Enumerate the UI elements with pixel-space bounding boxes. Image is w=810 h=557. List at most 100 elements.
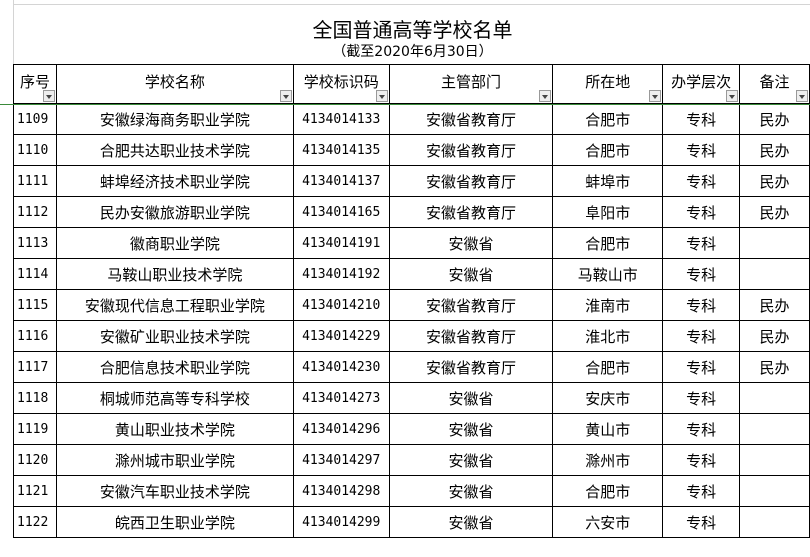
table-cell[interactable]: 4134014299: [292, 506, 390, 538]
table-cell[interactable]: 安徽省教育厅: [388, 134, 554, 166]
table-cell[interactable]: 安庆市: [552, 382, 664, 414]
table-cell[interactable]: [739, 506, 810, 538]
table-cell[interactable]: 安徽省教育厅: [388, 196, 554, 228]
table-cell[interactable]: 4134014192: [292, 258, 390, 290]
table-cell[interactable]: 专科: [662, 289, 741, 321]
table-cell[interactable]: 合肥共达职业技术学院: [55, 134, 294, 166]
table-cell[interactable]: 民办: [739, 165, 810, 197]
filter-dropdown-icon[interactable]: [279, 90, 292, 102]
filter-dropdown-icon[interactable]: [42, 90, 55, 102]
table-cell[interactable]: 六安市: [552, 506, 664, 538]
table-cell[interactable]: 黄山职业技术学院: [55, 413, 294, 445]
table-cell[interactable]: [739, 444, 810, 476]
table-cell[interactable]: 安徽省教育厅: [388, 103, 554, 135]
table-cell[interactable]: 1116: [13, 320, 57, 352]
table-cell[interactable]: 阜阳市: [552, 196, 664, 228]
column-header[interactable]: 序号: [13, 64, 57, 104]
table-cell[interactable]: 4134014133: [292, 103, 390, 135]
table-cell[interactable]: 4134014229: [292, 320, 390, 352]
table-cell[interactable]: 专科: [662, 165, 741, 197]
table-cell[interactable]: 安徽省: [388, 382, 554, 414]
table-cell[interactable]: 合肥市: [552, 351, 664, 383]
table-cell[interactable]: 4134014230: [292, 351, 390, 383]
table-cell[interactable]: 民办: [739, 289, 810, 321]
table-cell[interactable]: 4134014191: [292, 227, 390, 259]
filter-dropdown-icon[interactable]: [726, 90, 739, 102]
table-cell[interactable]: 专科: [662, 227, 741, 259]
table-cell[interactable]: 民办: [739, 351, 810, 383]
filter-dropdown-icon[interactable]: [649, 90, 662, 102]
table-cell[interactable]: 马鞍山职业技术学院: [55, 258, 294, 290]
table-cell[interactable]: 专科: [662, 103, 741, 135]
table-cell[interactable]: 专科: [662, 382, 741, 414]
table-cell[interactable]: 滁州城市职业学院: [55, 444, 294, 476]
table-cell[interactable]: 1111: [13, 165, 57, 197]
table-cell[interactable]: 民办: [739, 103, 810, 135]
table-cell[interactable]: 安徽省: [388, 475, 554, 507]
table-cell[interactable]: 民办: [739, 196, 810, 228]
table-cell[interactable]: 4134014296: [292, 413, 390, 445]
table-cell[interactable]: 蚌埠经济技术职业学院: [55, 165, 294, 197]
table-cell[interactable]: [739, 258, 810, 290]
column-header[interactable]: 办学层次: [662, 64, 741, 104]
filter-dropdown-icon[interactable]: [539, 90, 552, 102]
table-cell[interactable]: 1117: [13, 351, 57, 383]
table-cell[interactable]: 安徽省教育厅: [388, 289, 554, 321]
table-cell[interactable]: 淮北市: [552, 320, 664, 352]
table-cell[interactable]: 安徽省教育厅: [388, 351, 554, 383]
table-cell[interactable]: 安徽现代信息工程职业学院: [55, 289, 294, 321]
table-cell[interactable]: 1112: [13, 196, 57, 228]
column-header[interactable]: 主管部门: [388, 64, 554, 104]
table-cell[interactable]: 民办: [739, 134, 810, 166]
table-cell[interactable]: 安徽省教育厅: [388, 320, 554, 352]
table-cell[interactable]: 安徽省教育厅: [388, 165, 554, 197]
table-cell[interactable]: 滁州市: [552, 444, 664, 476]
filter-dropdown-icon[interactable]: [796, 90, 808, 102]
table-cell[interactable]: [739, 413, 810, 445]
table-cell[interactable]: 专科: [662, 258, 741, 290]
table-cell[interactable]: 1109: [13, 103, 57, 135]
table-cell[interactable]: 专科: [662, 320, 741, 352]
table-cell[interactable]: 安徽矿业职业技术学院: [55, 320, 294, 352]
table-cell[interactable]: 专科: [662, 134, 741, 166]
table-cell[interactable]: 淮南市: [552, 289, 664, 321]
table-cell[interactable]: 徽商职业学院: [55, 227, 294, 259]
table-cell[interactable]: [739, 475, 810, 507]
table-cell[interactable]: 4134014297: [292, 444, 390, 476]
table-cell[interactable]: 专科: [662, 351, 741, 383]
table-cell[interactable]: 1122: [13, 506, 57, 538]
table-cell[interactable]: 民办安徽旅游职业学院: [55, 196, 294, 228]
table-cell[interactable]: 4134014137: [292, 165, 390, 197]
column-header[interactable]: 所在地: [552, 64, 664, 104]
table-cell[interactable]: 皖西卫生职业学院: [55, 506, 294, 538]
filter-dropdown-icon[interactable]: [375, 90, 388, 102]
table-cell[interactable]: 4134014273: [292, 382, 390, 414]
table-cell[interactable]: 安徽省: [388, 444, 554, 476]
table-cell[interactable]: 1114: [13, 258, 57, 290]
table-cell[interactable]: 4134014135: [292, 134, 390, 166]
table-cell[interactable]: 马鞍山市: [552, 258, 664, 290]
table-cell[interactable]: 1120: [13, 444, 57, 476]
column-header[interactable]: 学校标识码: [292, 64, 390, 104]
table-cell[interactable]: 桐城师范高等专科学校: [55, 382, 294, 414]
table-cell[interactable]: 黄山市: [552, 413, 664, 445]
table-cell[interactable]: 4134014165: [292, 196, 390, 228]
table-cell[interactable]: 合肥市: [552, 134, 664, 166]
table-cell[interactable]: 安徽省: [388, 413, 554, 445]
column-header[interactable]: 备注: [739, 64, 810, 104]
table-cell[interactable]: 专科: [662, 196, 741, 228]
table-cell[interactable]: 安徽省: [388, 506, 554, 538]
table-cell[interactable]: 合肥信息技术职业学院: [55, 351, 294, 383]
table-cell[interactable]: 1110: [13, 134, 57, 166]
table-cell[interactable]: 安徽绿海商务职业学院: [55, 103, 294, 135]
table-cell[interactable]: 蚌埠市: [552, 165, 664, 197]
table-cell[interactable]: 1113: [13, 227, 57, 259]
table-cell[interactable]: [739, 382, 810, 414]
table-cell[interactable]: 安徽省: [388, 258, 554, 290]
table-cell[interactable]: 1121: [13, 475, 57, 507]
table-cell[interactable]: 专科: [662, 506, 741, 538]
table-cell[interactable]: 专科: [662, 413, 741, 445]
table-cell[interactable]: 4134014298: [292, 475, 390, 507]
table-cell[interactable]: 4134014210: [292, 289, 390, 321]
table-cell[interactable]: 安徽汽车职业技术学院: [55, 475, 294, 507]
